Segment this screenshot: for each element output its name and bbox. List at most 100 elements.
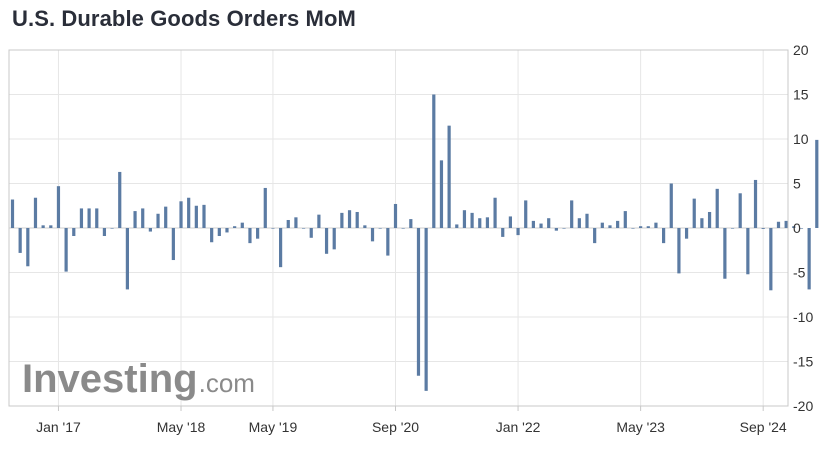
bar <box>700 218 704 228</box>
bar <box>730 228 735 229</box>
bar <box>294 217 298 228</box>
bar <box>363 225 367 228</box>
bar <box>493 197 497 228</box>
bar <box>194 205 198 228</box>
bar <box>378 228 382 229</box>
bar <box>432 94 436 228</box>
bar <box>439 160 444 228</box>
bar <box>753 179 758 228</box>
bar <box>171 228 175 261</box>
bar <box>87 208 91 228</box>
bar <box>141 208 145 228</box>
bar <box>79 208 84 228</box>
bar <box>125 228 129 290</box>
bar <box>332 228 336 250</box>
bar <box>248 228 252 244</box>
y-tick-label: -5 <box>793 265 806 281</box>
bar <box>462 210 467 228</box>
bar <box>347 210 352 228</box>
bar <box>56 186 61 228</box>
bar <box>317 214 321 228</box>
bar <box>102 228 107 237</box>
x-axis: Jan '17 May '18 May '19 Sep '20 Jan '22 May '… <box>36 406 787 435</box>
bar <box>355 211 359 228</box>
y-tick-label: -20 <box>793 398 813 414</box>
bar <box>179 201 183 228</box>
bar <box>263 187 267 228</box>
plot-border <box>8 49 789 407</box>
bar <box>677 228 681 274</box>
bar <box>623 211 627 228</box>
bar <box>654 222 658 228</box>
bar <box>164 206 168 228</box>
bar <box>301 228 306 229</box>
bar <box>286 219 290 228</box>
bar <box>33 197 38 228</box>
bar <box>539 223 543 228</box>
investing-logo-watermark: Investing .com <box>22 357 255 401</box>
plot-frame <box>8 49 789 407</box>
bar <box>616 220 620 228</box>
bar <box>393 203 398 228</box>
bar <box>692 198 696 228</box>
bar <box>547 218 551 228</box>
x-tick-label: May '19 <box>249 419 298 435</box>
watermark-brand: Investing <box>22 357 198 401</box>
bar <box>554 228 558 231</box>
chart-title: U.S. Durable Goods Orders MoM <box>12 6 356 31</box>
bar <box>225 228 229 233</box>
bar <box>409 219 413 228</box>
bar <box>669 183 673 228</box>
bar <box>18 228 22 253</box>
y-tick-label: 5 <box>793 176 801 192</box>
bar <box>202 204 206 228</box>
bar <box>715 188 719 228</box>
bar <box>309 228 313 238</box>
bar <box>72 228 76 237</box>
bar <box>478 218 482 228</box>
bar <box>723 228 727 279</box>
bar <box>217 228 221 237</box>
bar <box>148 228 152 232</box>
bar <box>738 193 742 228</box>
bar <box>95 208 99 228</box>
bar <box>279 228 283 268</box>
bar <box>340 212 344 228</box>
bar <box>639 226 643 228</box>
bar <box>608 225 612 228</box>
bar <box>401 228 405 229</box>
bar <box>110 228 114 229</box>
y-axis: 20 15 10 5 0 -5 -10 -15 -20 <box>793 42 813 414</box>
bar <box>10 199 15 228</box>
bar <box>746 228 750 275</box>
x-tick-label: Jan '22 <box>496 419 541 435</box>
bar <box>807 228 811 290</box>
x-tick-label: Sep '20 <box>372 419 419 435</box>
bar <box>562 228 566 229</box>
bar <box>26 228 30 267</box>
bar <box>41 225 45 228</box>
bar <box>646 226 650 228</box>
bar <box>210 228 214 243</box>
bar <box>424 228 428 391</box>
bar <box>416 228 421 376</box>
bar <box>370 228 375 242</box>
bar <box>784 220 788 228</box>
bar <box>118 171 122 228</box>
bar <box>799 228 804 229</box>
bar <box>386 228 390 256</box>
bar <box>524 200 528 228</box>
bar <box>761 228 765 229</box>
bar <box>447 125 451 228</box>
x-tick-label: May '18 <box>157 419 206 435</box>
bar <box>455 224 459 228</box>
bar <box>240 222 244 228</box>
bar <box>133 211 137 228</box>
x-tick-label: May '23 <box>616 419 665 435</box>
x-tick-label: Jan '17 <box>36 419 81 435</box>
bar <box>577 218 581 228</box>
bar <box>516 228 520 236</box>
y-tick-label: -10 <box>793 309 813 325</box>
bar <box>769 228 773 291</box>
